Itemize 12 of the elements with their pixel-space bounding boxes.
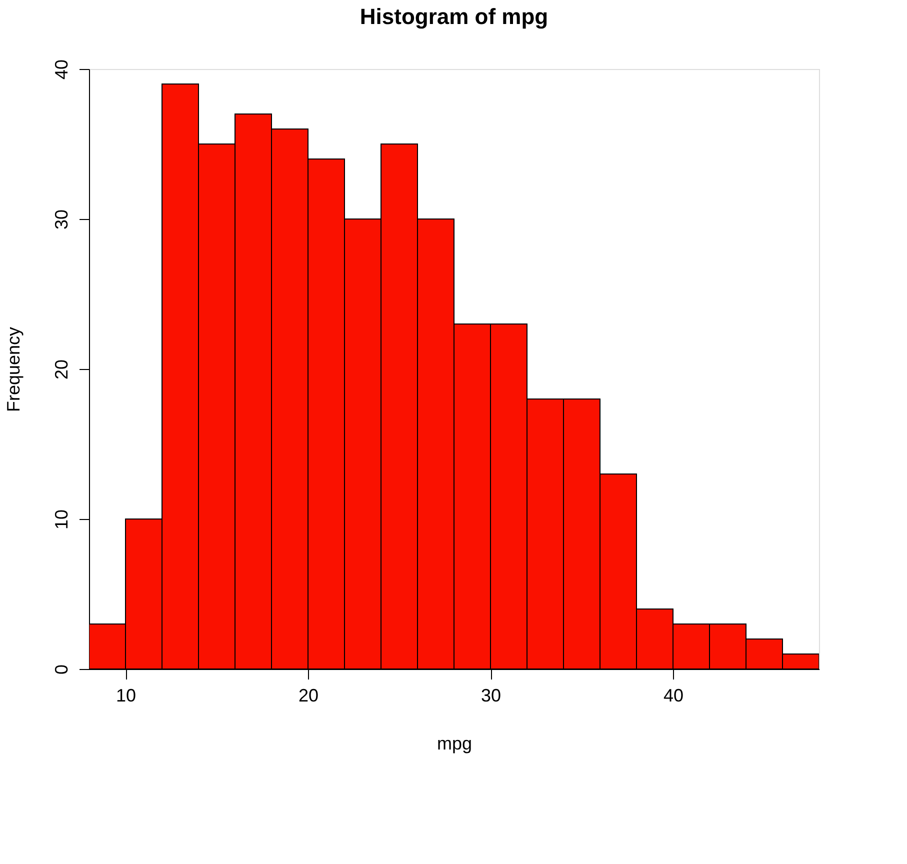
chart-title: Histogram of mpg bbox=[360, 4, 548, 29]
x-axis-title: mpg bbox=[436, 734, 472, 754]
x-tick-label: 30 bbox=[480, 686, 502, 706]
x-tick-label: 20 bbox=[298, 686, 319, 706]
y-tick-label: 10 bbox=[52, 509, 72, 530]
y-tick-label: 0 bbox=[52, 664, 72, 675]
y-tick-label: 30 bbox=[52, 209, 72, 230]
x-tick-label: 40 bbox=[663, 686, 684, 706]
x-tick-label: 10 bbox=[116, 686, 136, 706]
y-tick-label: 20 bbox=[52, 359, 72, 380]
y-tick-label: 40 bbox=[52, 59, 72, 80]
y-axis-title: Frequency bbox=[4, 326, 24, 412]
